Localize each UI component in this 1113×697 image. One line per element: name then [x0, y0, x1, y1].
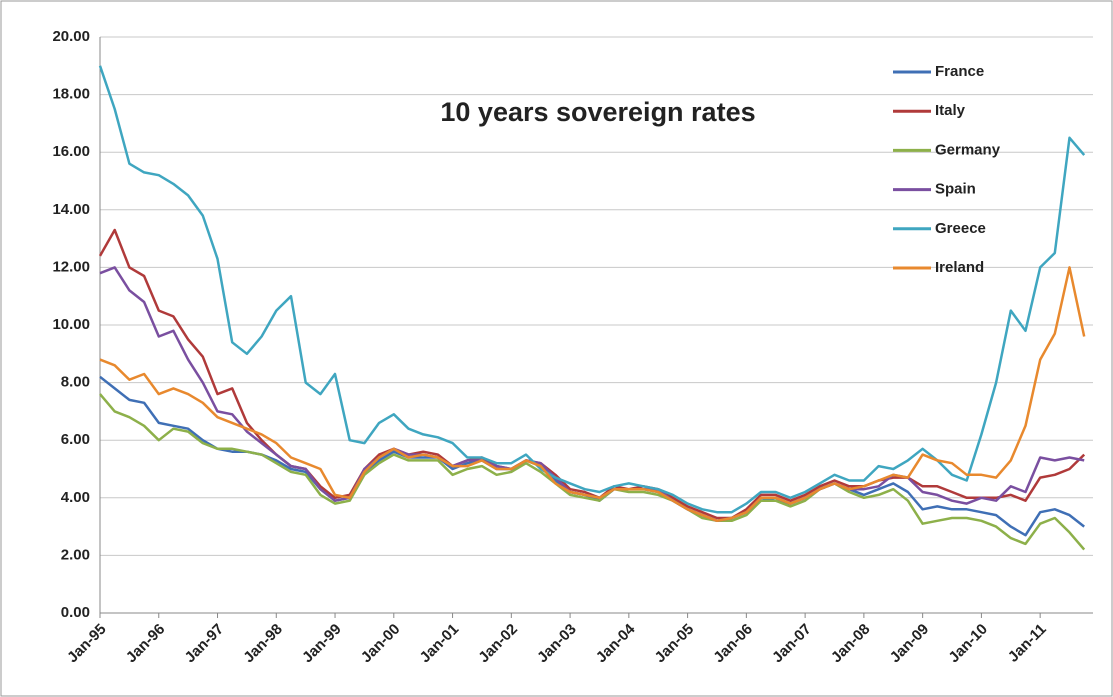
y-tick-label: 18.00: [52, 86, 90, 103]
legend-label: Ireland: [935, 259, 984, 276]
legend-label: France: [935, 63, 984, 80]
legend-label: Spain: [935, 181, 976, 198]
legend-label: Italy: [935, 102, 966, 119]
series-line: [99, 266, 1086, 523]
legend-label: Germany: [935, 141, 1001, 158]
y-tick-label: 10.00: [52, 316, 90, 333]
legend-label: Greece: [935, 220, 986, 237]
y-tick-label: 14.00: [52, 201, 90, 218]
y-tick-label: 6.00: [61, 431, 90, 448]
chart-title: 10 years sovereign rates: [440, 97, 755, 127]
y-tick-label: 16.00: [52, 143, 90, 160]
y-tick-label: 0.00: [61, 604, 90, 621]
y-tick-label: 4.00: [61, 489, 90, 506]
y-tick-label: 8.00: [61, 374, 90, 391]
series-line: [98, 228, 1086, 520]
y-tick-label: 20.00: [52, 28, 90, 45]
y-tick-label: 2.00: [61, 546, 90, 563]
series-line: [99, 393, 1086, 551]
y-tick-label: 12.00: [52, 258, 90, 275]
series-line: [98, 65, 1086, 514]
